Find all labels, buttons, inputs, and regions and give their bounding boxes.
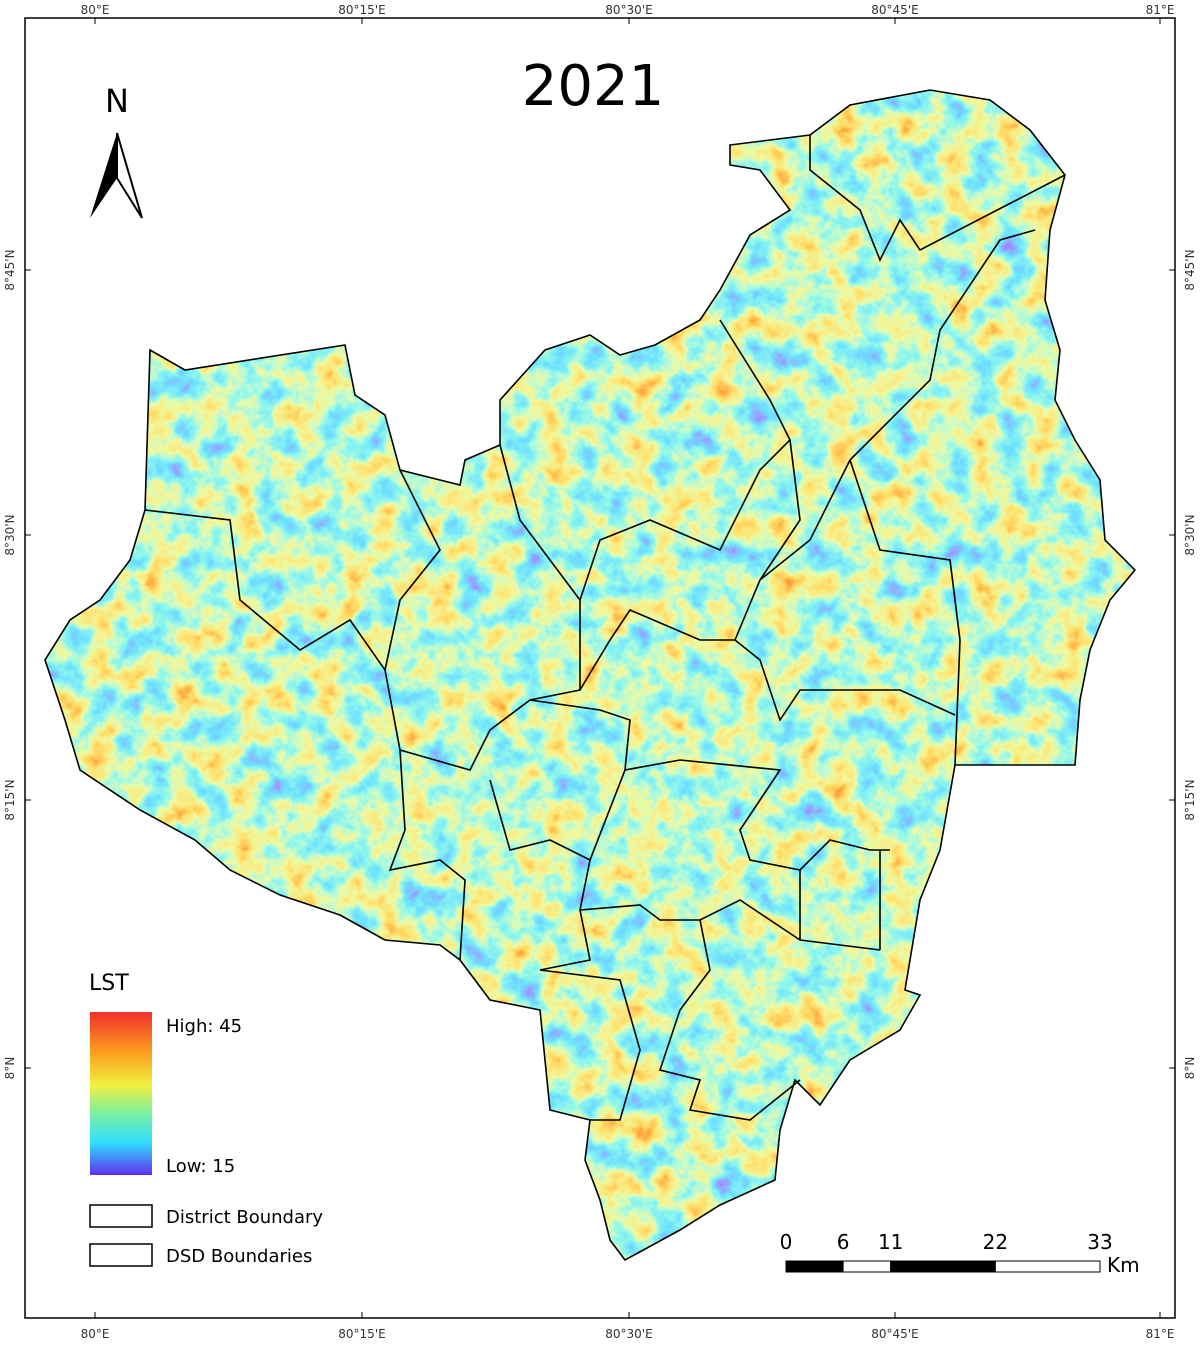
scale-label: 33: [1087, 1230, 1112, 1254]
x-graticule-label: 80°45'E: [871, 1327, 918, 1341]
legend-low: Low: 15: [166, 1156, 235, 1177]
x-graticule-label: 81°E: [1146, 3, 1175, 17]
boundaries: [44, 89, 1136, 1261]
x-graticule-label: 80°15'E: [338, 1327, 385, 1341]
scale-label: 0: [780, 1230, 793, 1254]
x-graticule-label: 80°30'E: [605, 3, 652, 17]
scale-label: 11: [878, 1230, 903, 1254]
scale-unit: Km: [1107, 1253, 1140, 1277]
scale-segment: [842, 1260, 892, 1273]
y-graticule-label: 8°15'N: [1183, 779, 1197, 820]
legend-item: District Boundary: [166, 1207, 323, 1228]
graticule: 80°E 80°E 80°15'E 80°15'E 80°30'E 80°30'E 80°4…: [3, 3, 1197, 1341]
legend-ramp: [90, 1012, 152, 1175]
scale-segment: [785, 1260, 844, 1273]
legend-high: High: 45: [166, 1016, 242, 1037]
y-graticule-label: 8°30'N: [3, 514, 17, 555]
map-frame: [24, 17, 1176, 1319]
lst-raster: [45, 90, 1135, 1260]
x-graticule-label: 80°45'E: [871, 3, 918, 17]
y-graticule-label: 8°N: [1183, 1057, 1197, 1080]
legend-swatch: [89, 1204, 153, 1228]
y-graticule-label: 8°30'N: [1183, 514, 1197, 555]
x-graticule-label: 80°30'E: [605, 1327, 652, 1341]
y-graticule-label: 8°45'N: [1183, 249, 1197, 290]
y-graticule-label: 8°15'N: [3, 779, 17, 820]
map-title: 2021: [522, 54, 665, 119]
x-graticule-label: 80°E: [81, 3, 110, 17]
scale-label: 22: [983, 1230, 1008, 1254]
scale-label: 6: [837, 1230, 850, 1254]
x-graticule-label: 81°E: [1146, 1327, 1175, 1341]
x-graticule-label: 80°E: [81, 1327, 110, 1341]
scale-segment: [994, 1260, 1101, 1273]
y-graticule-label: 8°45'N: [3, 249, 17, 290]
legend-item: DSD Boundaries: [166, 1246, 312, 1267]
legend-swatch: [89, 1243, 153, 1267]
scale-segment: [890, 1260, 996, 1273]
north-label: N: [105, 82, 129, 120]
north-arrow: N: [90, 82, 143, 219]
legend-title: LST: [89, 971, 129, 996]
y-graticule-label: 8°N: [3, 1057, 17, 1080]
x-graticule-label: 80°15'E: [338, 3, 385, 17]
